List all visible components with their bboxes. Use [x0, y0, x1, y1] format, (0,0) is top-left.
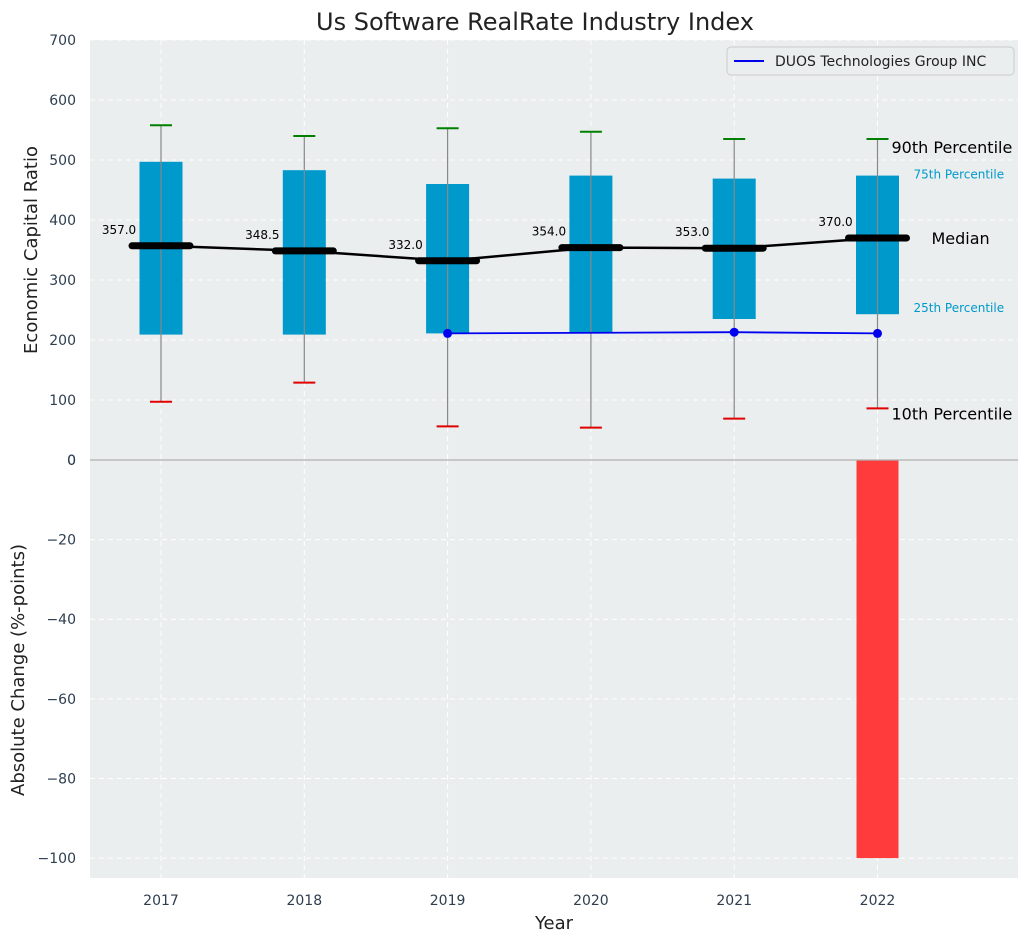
series-line-0	[447, 331, 878, 335]
annotation-90th-percentile: 90th Percentile	[892, 138, 1013, 157]
change-bar-2022	[856, 460, 899, 859]
marks-layer: 357.0 348.5 332.0 354.0 353.0 370.0 90th Perce…	[90, 46, 1018, 909]
annotation-25th-percentile: 25th Percentile	[914, 301, 1005, 315]
legend-box	[726, 46, 1015, 76]
top-y-tick-label: 300	[49, 273, 76, 289]
bottom-y-tick-label: 0	[67, 453, 76, 469]
x-axis-label: Year	[534, 913, 574, 934]
bottom-y-tick-label: −80	[46, 771, 76, 787]
annotation-10th-percentile: 10th Percentile	[892, 404, 1013, 423]
top-y-axis-label: Economic Capital Ratio	[21, 146, 42, 354]
top-y-tick-label: 700	[49, 33, 76, 49]
top-y-tick-label: 500	[49, 153, 76, 169]
annotation-75th-percentile: 75th Percentile	[914, 168, 1005, 182]
legend: DUOS Technologies Group INC	[726, 46, 1015, 76]
top-y-tick-label: 0	[67, 453, 76, 469]
x-tick-label-2020: 2020	[573, 893, 609, 909]
x-tick-label-2021: 2021	[716, 893, 752, 909]
series-point-2021	[729, 327, 739, 337]
legend-label: DUOS Technologies Group INC	[775, 54, 986, 70]
series-point-2019	[443, 328, 453, 338]
top-y-tick-label: 100	[49, 393, 76, 409]
x-tick-label-2022: 2022	[860, 893, 896, 909]
bottom-y-axis-label: Absolute Change (%-points)	[8, 544, 29, 796]
x-tick-label-2018: 2018	[286, 893, 322, 909]
bottom-y-tick-label: −40	[46, 612, 76, 628]
top-y-tick-label: 200	[49, 333, 76, 349]
series-point-2022	[873, 328, 882, 338]
chart-title: Us Software RealRate Industry Index	[316, 8, 754, 36]
median-value-label-2019: 332.0	[388, 238, 422, 252]
bottom-y-tick-label: −100	[38, 851, 76, 867]
top-y-tick-label: 400	[49, 213, 76, 229]
median-value-label-2021: 353.0	[675, 225, 709, 239]
bottom-y-tick-label: −20	[46, 533, 76, 549]
median-value-label-2020: 354.0	[532, 225, 566, 239]
median-value-label-2017: 357.0	[102, 223, 136, 237]
top-y-tick-label: 600	[49, 93, 76, 109]
x-tick-label-2019: 2019	[430, 893, 466, 909]
x-tick-label-2017: 2017	[143, 893, 179, 909]
annotation-median: Median	[932, 229, 990, 248]
median-value-label-2018: 348.5	[245, 228, 279, 242]
median-value-label-2022: 370.0	[818, 215, 852, 229]
bottom-y-tick-label: −60	[46, 692, 76, 708]
